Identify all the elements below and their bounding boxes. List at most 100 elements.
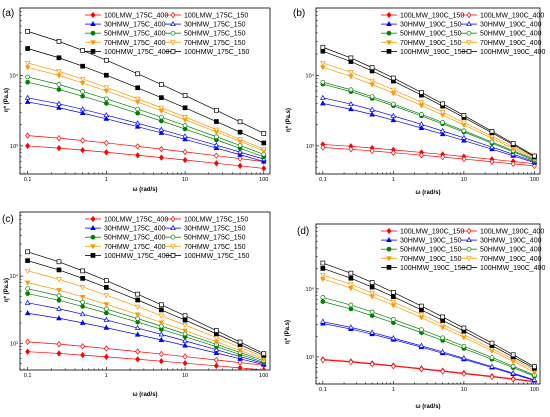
legend-item: 100LMW_190C_400 [461,11,544,20]
data-point [391,101,396,107]
legend-marker [170,215,176,223]
data-point [348,306,354,312]
data-point [419,112,424,117]
data-point [440,120,446,125]
chart-panel-3: 0.1 1 10 100 10³ 10⁴ ω (rad/s) η* (Pa.s) (c) 100L… [2,211,271,398]
data-point [25,249,30,255]
data-point [440,335,446,341]
data-point [214,134,219,140]
legend-item: 70HMW_190C_150 [381,40,462,47]
data-point [134,312,141,318]
data-point [320,356,326,364]
data-point [135,291,141,297]
data-point [369,106,375,112]
data-point [390,363,396,370]
legend-label: 100LMW_175C_400 [104,13,168,20]
legend-marker [386,246,392,252]
data-point [320,100,326,106]
data-point [489,158,495,165]
series-100HMW_190C_400 [320,44,537,159]
legend-marker [90,20,96,27]
series-line [322,50,535,158]
series-line [27,76,264,155]
data-point [80,351,86,359]
data-point [531,162,537,170]
data-point [56,134,62,142]
y-tick-label: 10³ [10,144,18,150]
data-point [213,356,219,364]
legend-item: 100HMW_175C_400 [85,49,169,56]
data-point [103,112,110,118]
data-point [510,352,516,358]
legend-marker [386,30,392,36]
data-point [56,144,62,152]
data-point [369,290,375,296]
y-tick-label: 10⁴ [306,72,315,79]
data-point [489,363,495,369]
legend-marker [90,49,96,54]
data-point [461,128,467,134]
data-point [135,297,141,303]
legend-marker [466,227,472,235]
data-point [369,360,375,368]
legend-marker [170,30,176,36]
data-point [135,110,141,116]
data-point [320,48,326,54]
data-series [24,29,267,172]
legend-marker [386,40,392,46]
series-50HMW_190C_400 [320,79,537,162]
data-point [158,126,165,132]
y-axis: 10³ 10⁴ [306,223,319,385]
data-point [369,284,375,290]
legend-label: 100HMW_175C_150 [184,49,249,56]
y-axis: 10³ 10⁴ [10,211,23,371]
data-point [79,311,86,317]
data-point [461,325,467,331]
legend-label: 70HMW_175C_400 [104,40,166,47]
series-line [322,323,535,381]
data-point [25,79,30,85]
series-50HMW_190C_150 [320,81,537,163]
x-tick-label: 100 [530,177,539,183]
legend-label: 50HMW_190C_150 [400,31,462,38]
data-point [419,307,424,313]
data-point [418,100,425,106]
legend-marker [466,265,472,270]
legend-item: 70HMW_190C_400 [461,256,542,263]
data-point [103,310,109,316]
x-tick-label: 1 [105,177,108,183]
data-point [158,105,165,111]
data-point [320,94,326,100]
legend-marker [386,11,392,19]
data-point [159,118,164,124]
data-point [390,112,397,118]
data-point [489,340,495,346]
panel-label: (a) [2,8,14,19]
data-point [418,342,425,348]
data-point [79,106,86,112]
y-tick-label: 10³ [10,341,18,347]
data-point [134,123,141,129]
x-tick-label: 10 [182,373,188,379]
legend-marker [90,11,96,19]
chart-panel-4: 0.1 1 10 100 10³ 10⁴ ω (rad/s) η* (Pa.s) (d) 100L… [285,223,545,410]
data-point [320,299,326,304]
data-point [103,316,110,322]
data-series [320,44,538,170]
data-point [390,87,397,93]
legend-label: 100HMW_175C_400 [104,253,169,260]
series-line [27,312,264,366]
data-point [159,302,164,308]
data-point [24,310,31,316]
data-point [348,55,354,61]
series-line [27,260,264,356]
data-point [391,75,396,81]
y-axis: 10³ 10⁴ [306,7,319,175]
legend-marker [466,236,472,243]
panel-label: (d) [297,226,309,237]
data-point [213,127,220,133]
data-point [182,115,188,121]
legend-marker [466,246,472,252]
y-tick-label: 10⁴ [10,273,19,280]
data-point [135,152,141,159]
